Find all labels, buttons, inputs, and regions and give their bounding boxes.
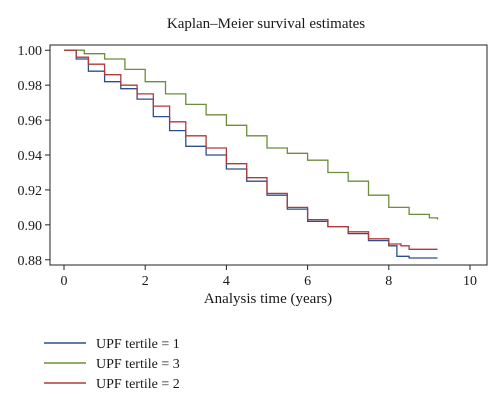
- x-tick-label: 8: [385, 274, 392, 289]
- legend-label: UPF tertile = 2: [96, 377, 180, 392]
- series-lines: [64, 49, 439, 259]
- x-tick-label: 4: [223, 274, 230, 289]
- series-line-2: [64, 49, 439, 220]
- y-tick-label: 0.94: [18, 149, 43, 164]
- legend-item: UPF tertile = 1: [44, 337, 180, 352]
- x-tick-label: 6: [304, 274, 311, 289]
- x-tick-label: 2: [142, 274, 149, 289]
- legend-item: UPF tertile = 3: [44, 357, 180, 372]
- x-tick-label: 10: [463, 274, 477, 289]
- y-axis: 1.00 0.98 0.96 0.94 0.92 0.90 0.88: [18, 44, 50, 269]
- y-tick-label: 0.88: [18, 254, 43, 269]
- x-axis: 0 2 4 6 8 10: [61, 265, 477, 289]
- chart-title: Kaplan–Meier survival estimates: [167, 16, 365, 32]
- legend: UPF tertile = 1 UPF tertile = 3 UPF tertil…: [44, 337, 180, 392]
- legend-label: UPF tertile = 3: [96, 357, 180, 372]
- y-tick-label: 0.98: [18, 79, 43, 94]
- y-tick-label: 0.96: [18, 114, 43, 129]
- y-tick-label: 0.92: [18, 184, 43, 199]
- x-tick-label: 0: [61, 274, 68, 289]
- plot-area: 1.00 0.98 0.96 0.94 0.92 0.90 0.88 0 2 4 6 8 10: [18, 44, 488, 289]
- legend-item: UPF tertile = 2: [44, 377, 180, 392]
- y-tick-label: 1.00: [18, 44, 43, 59]
- plot-frame: [49, 44, 488, 266]
- x-axis-label: Analysis time (years): [204, 291, 332, 307]
- legend-label: UPF tertile = 1: [96, 337, 180, 352]
- series-line-1: [64, 49, 438, 259]
- y-tick-label: 0.90: [18, 219, 43, 234]
- series-line-3: [64, 49, 438, 250]
